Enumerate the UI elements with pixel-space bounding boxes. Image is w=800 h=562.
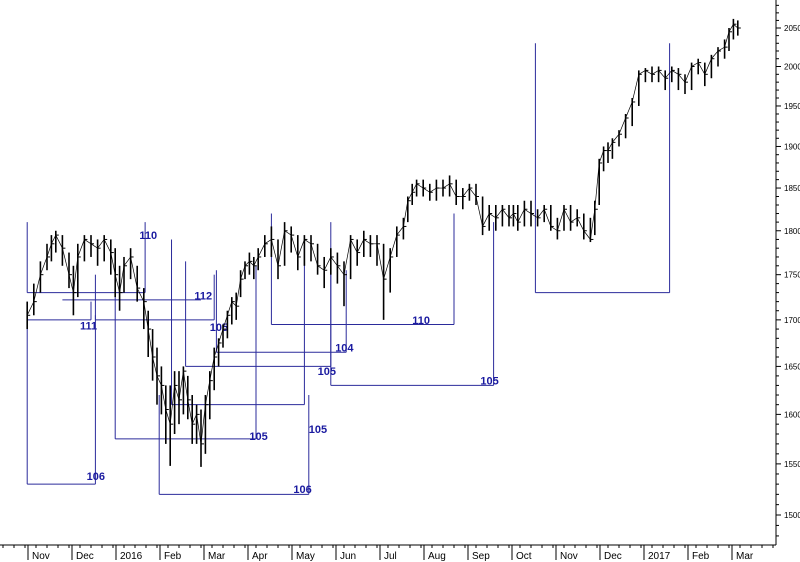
x-tick-label: Jun — [340, 551, 356, 562]
cycle-label: 106 — [87, 471, 105, 483]
x-tick-label: Sep — [472, 551, 490, 562]
x-tick-label: Nov — [560, 551, 578, 562]
price-series-line — [26, 23, 739, 444]
y-tick-label: 18500 — [784, 184, 800, 193]
x-tick-label: Feb — [164, 551, 182, 562]
y-tick-label: 20000 — [784, 62, 800, 71]
x-tick-label: Aug — [428, 551, 446, 562]
x-tick-label: Oct — [516, 551, 532, 562]
y-tick-label: 17000 — [784, 316, 800, 325]
y-tick-label: 15500 — [784, 460, 800, 469]
y-tick-label: 19000 — [784, 142, 800, 151]
x-tick-label: Feb — [692, 551, 710, 562]
x-tick-label: 2017 — [648, 551, 671, 562]
x-tick-label: 2016 — [120, 551, 143, 562]
cycle-label: 111 — [80, 320, 97, 332]
cycle-label: 105 — [210, 322, 228, 334]
cycle-label: 105 — [318, 366, 336, 378]
cycle-label: 105 — [249, 431, 267, 443]
x-tick-label: Mar — [736, 551, 754, 562]
x-tick-label: Jul — [384, 551, 397, 562]
cycle-label: 112 — [194, 290, 212, 302]
y-tick-label: 18000 — [784, 227, 800, 236]
x-tick-label: Dec — [76, 551, 94, 562]
cycle-label: 110 — [139, 230, 157, 242]
cycle-label: 105 — [480, 376, 498, 388]
x-tick-label: Dec — [604, 551, 622, 562]
y-tick-label: 16500 — [784, 362, 800, 371]
x-tick-label: Apr — [252, 551, 268, 562]
price-bars — [26, 18, 741, 467]
y-tick-label: 17500 — [784, 271, 800, 280]
cycle-label: 105 — [309, 424, 327, 436]
cycle-label: 106 — [293, 484, 311, 496]
x-tick-label: May — [296, 551, 315, 562]
cycle-label: 110 — [412, 315, 430, 327]
y-tick-label: 15000 — [784, 511, 800, 520]
y-tick-label: 16000 — [784, 410, 800, 419]
y-tick-label: 19500 — [784, 102, 800, 111]
x-tick-label: Mar — [208, 551, 226, 562]
x-tick-label: Nov — [32, 551, 50, 562]
y-tick-label: 20500 — [784, 24, 800, 33]
cycle-label: 104 — [335, 343, 354, 355]
